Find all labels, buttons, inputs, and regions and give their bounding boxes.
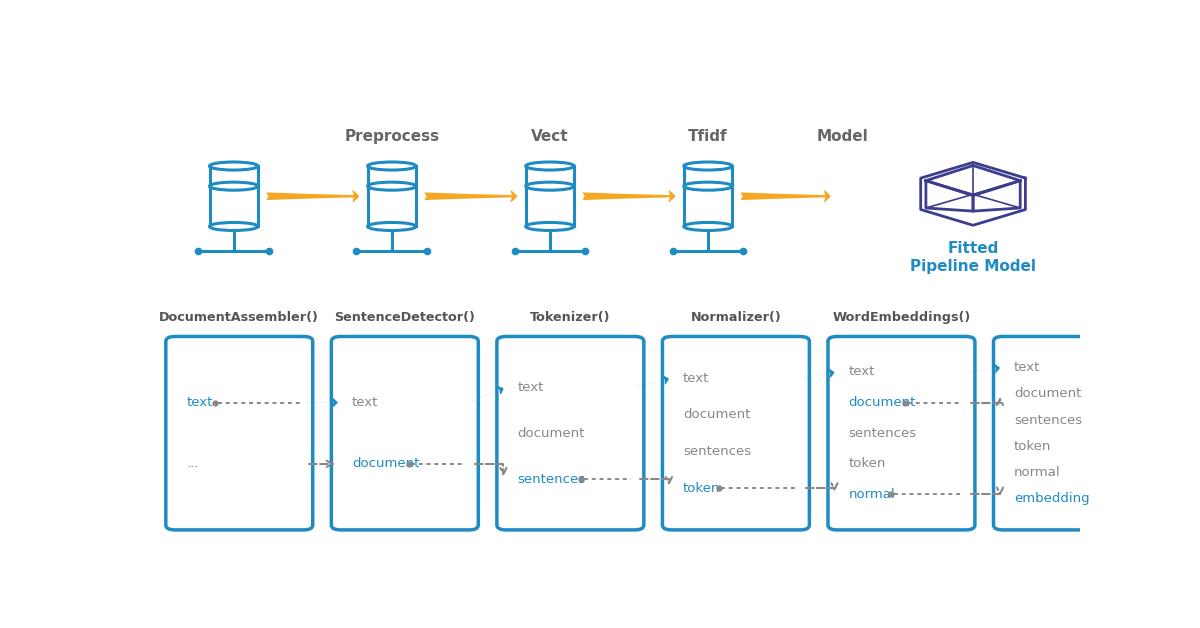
Text: document: document xyxy=(848,396,916,409)
FancyBboxPatch shape xyxy=(662,337,809,530)
Text: WordEmbeddings(): WordEmbeddings() xyxy=(833,311,971,325)
Bar xyxy=(526,166,574,227)
Text: DocumentAssembler(): DocumentAssembler() xyxy=(160,311,319,325)
Bar xyxy=(367,166,416,227)
Text: embedding: embedding xyxy=(1014,492,1090,506)
Text: text: text xyxy=(1014,361,1040,374)
Ellipse shape xyxy=(367,222,416,230)
Ellipse shape xyxy=(684,222,732,230)
Text: normal: normal xyxy=(848,488,895,501)
Text: text: text xyxy=(683,372,709,384)
Text: text: text xyxy=(517,381,544,394)
Text: sentences: sentences xyxy=(848,426,917,440)
Text: document: document xyxy=(517,426,584,440)
Ellipse shape xyxy=(367,162,416,170)
FancyBboxPatch shape xyxy=(994,337,1140,530)
FancyBboxPatch shape xyxy=(331,337,479,530)
Text: document: document xyxy=(352,457,419,470)
Text: document: document xyxy=(683,408,750,421)
Text: ...: ... xyxy=(186,457,199,470)
FancyBboxPatch shape xyxy=(828,337,974,530)
Text: normal: normal xyxy=(1014,466,1061,479)
Text: Tfidf: Tfidf xyxy=(688,129,728,144)
Ellipse shape xyxy=(526,162,574,170)
Text: token: token xyxy=(1014,440,1051,453)
Text: Fitted
Pipeline Model: Fitted Pipeline Model xyxy=(910,241,1036,274)
Text: text: text xyxy=(186,396,212,409)
FancyBboxPatch shape xyxy=(166,337,313,530)
Bar xyxy=(210,166,258,227)
Text: Preprocess: Preprocess xyxy=(344,129,439,144)
Text: sentences: sentences xyxy=(1014,414,1082,426)
FancyBboxPatch shape xyxy=(497,337,644,530)
Text: Normalizer(): Normalizer() xyxy=(690,311,781,325)
Text: text: text xyxy=(848,365,875,379)
Ellipse shape xyxy=(684,162,732,170)
Text: SentenceDetector(): SentenceDetector() xyxy=(335,311,475,325)
Text: sentences: sentences xyxy=(683,445,751,458)
Text: token: token xyxy=(683,482,720,495)
Text: Tokenizer(): Tokenizer() xyxy=(530,311,611,325)
Text: Model: Model xyxy=(817,129,869,144)
Text: token: token xyxy=(848,457,886,470)
Bar xyxy=(684,166,732,227)
Text: text: text xyxy=(352,396,378,409)
Text: Vect: Vect xyxy=(532,129,569,144)
Ellipse shape xyxy=(526,222,574,230)
Ellipse shape xyxy=(210,222,258,230)
Text: document: document xyxy=(1014,387,1081,400)
Text: sentences: sentences xyxy=(517,473,586,485)
Ellipse shape xyxy=(210,162,258,170)
